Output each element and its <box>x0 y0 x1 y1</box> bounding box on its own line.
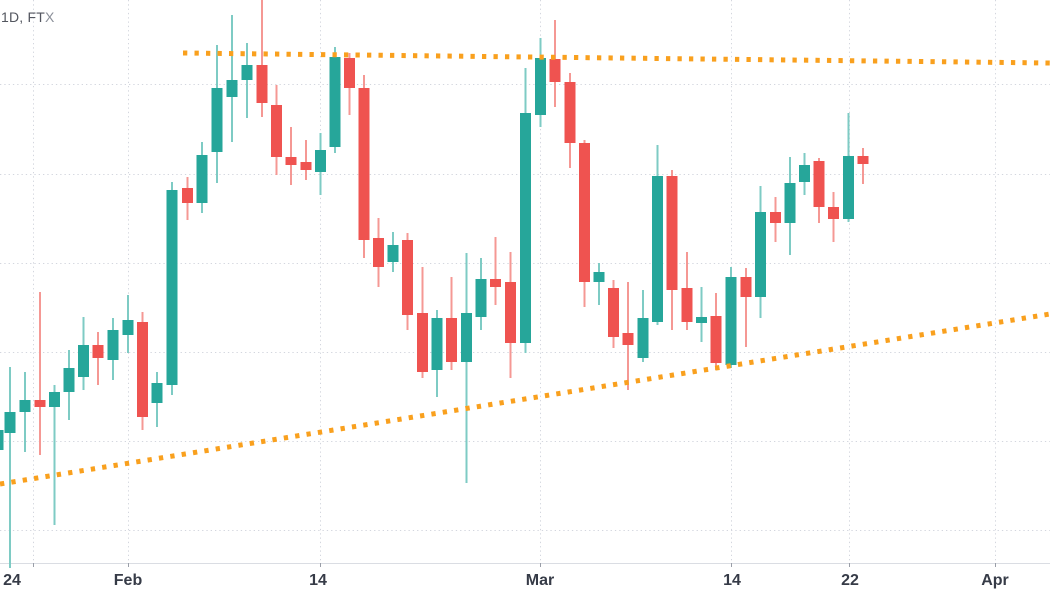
candle-body <box>843 156 854 219</box>
candle-body <box>402 240 413 315</box>
candle-body <box>520 113 531 343</box>
legend-interval-text: 1D, FT <box>1 9 45 25</box>
x-axis-label: Feb <box>113 572 143 589</box>
candle-body <box>637 318 649 358</box>
x-axis-label: 14 <box>309 572 327 589</box>
candle-body <box>666 176 678 290</box>
legend-exchange-text: X <box>44 9 55 25</box>
candle-body <box>387 245 399 262</box>
candle-body <box>256 65 268 103</box>
candle-body <box>34 400 46 407</box>
candle-body <box>431 318 443 370</box>
candle-body <box>579 143 590 282</box>
candle-body <box>461 313 472 362</box>
candle-body <box>4 412 16 433</box>
candle-body <box>358 88 370 240</box>
candle-body <box>122 320 134 335</box>
x-axis-label: 24 <box>3 572 21 589</box>
candle-body <box>593 272 605 282</box>
time-axis[interactable]: 24 Feb 14 Mar 14 22 Apr <box>0 563 1050 601</box>
candle-body <box>828 207 839 219</box>
candle-body <box>475 279 487 317</box>
candle-body <box>535 58 546 115</box>
candle-body <box>725 277 737 365</box>
candle-body <box>137 322 148 417</box>
candle-body <box>78 345 89 377</box>
candle-body <box>417 313 428 372</box>
candle-body <box>446 318 457 362</box>
symbol-legend[interactable]: 1D, FTX <box>1 9 55 25</box>
x-axis-label: Mar <box>525 572 555 589</box>
candle-body <box>622 333 634 345</box>
candle-body <box>490 279 501 287</box>
candle-body <box>226 80 238 97</box>
candle-body <box>241 65 253 80</box>
candle-body <box>285 157 297 165</box>
x-axis-label: 22 <box>841 572 859 589</box>
x-axis-label: Apr <box>981 572 1009 589</box>
candle-body <box>373 238 384 267</box>
candle-body <box>549 59 561 82</box>
candle-body <box>63 368 75 392</box>
candle-body <box>813 161 825 207</box>
candle-body <box>608 288 619 337</box>
candle-body <box>92 345 104 358</box>
candle-body <box>151 383 163 403</box>
trendline-upper-resistance[interactable] <box>182 50 1050 66</box>
candle-body <box>784 183 796 223</box>
candle-body <box>300 162 312 170</box>
candle-body <box>696 317 707 323</box>
candle-body <box>0 430 4 450</box>
candle-body <box>196 155 208 203</box>
candle-body <box>107 330 119 360</box>
candle-body <box>564 82 576 143</box>
candle-body <box>505 282 516 343</box>
candle-body <box>166 190 178 385</box>
candle-body <box>211 88 223 152</box>
candle-body <box>857 156 869 164</box>
candle-body <box>740 277 752 297</box>
candle-body <box>49 392 60 407</box>
trendline-lower-support[interactable] <box>0 311 1050 487</box>
candle-body <box>182 188 193 203</box>
candle-body <box>755 212 766 297</box>
candle-body <box>271 105 282 157</box>
candle-body <box>652 176 663 322</box>
candle-body <box>19 400 31 412</box>
candle-body <box>681 288 693 322</box>
candle-body <box>710 316 722 363</box>
candle-body <box>315 150 326 172</box>
candle-body <box>329 57 341 147</box>
x-axis-label: 14 <box>723 572 741 589</box>
candle-body <box>799 165 810 182</box>
candle-body <box>344 58 355 88</box>
candle-body <box>770 212 781 223</box>
